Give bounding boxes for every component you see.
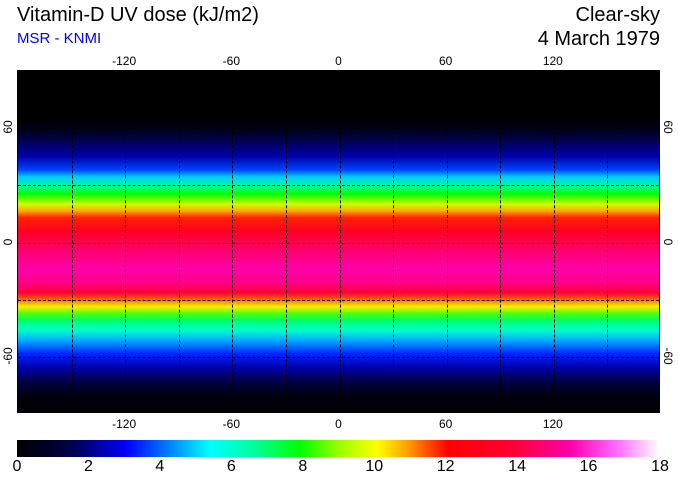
top-lon-tick: 60 — [438, 54, 453, 68]
frame-segment — [14, 241, 17, 299]
parallel-line — [18, 242, 659, 244]
map-title: Vitamin-D UV dose (kJ/m2) — [17, 4, 259, 26]
colorbar-tick-label: 8 — [298, 458, 308, 475]
frame-segment — [552, 67, 607, 70]
frame-segment — [14, 127, 17, 185]
frame-segment — [124, 67, 178, 70]
date-label: 4 March 1979 — [537, 28, 660, 50]
top-lon-tick: -60 — [222, 54, 240, 68]
meridian-line — [607, 71, 609, 412]
meridian-line — [339, 71, 341, 412]
meridian-line — [232, 71, 234, 412]
meridian-line — [446, 71, 448, 412]
colorbar-tick-label: 18 — [651, 458, 669, 475]
frame-segment — [231, 413, 285, 416]
meridian-line — [553, 71, 555, 412]
frame-segment — [660, 127, 663, 185]
frame-segment — [14, 355, 17, 413]
top-lon-tick: 120 — [542, 54, 563, 68]
meridian-line — [125, 71, 127, 412]
colorbar — [17, 440, 660, 457]
parallel-line — [18, 128, 659, 130]
source-label: MSR - KNMI — [17, 30, 102, 47]
frame-segment — [124, 413, 178, 416]
frame-segment — [338, 67, 393, 70]
frame-segment — [445, 67, 500, 70]
bottom-lon-tick: 0 — [335, 417, 342, 431]
top-lon-tick: 0 — [335, 54, 342, 68]
bottom-lon-tick: -60 — [222, 417, 240, 431]
right-lat-tick: 60 — [661, 120, 675, 134]
frame-segment — [17, 67, 71, 70]
condition-label: Clear-sky — [575, 4, 660, 26]
frame-segment — [660, 241, 663, 299]
meridian-line — [178, 71, 180, 412]
colorbar-tick-label: 4 — [155, 458, 165, 475]
top-lon-tick: -120 — [112, 54, 137, 68]
right-lat-tick: -60 — [661, 347, 675, 365]
frame-segment — [445, 413, 500, 416]
colorbar-tick-label: 14 — [508, 458, 527, 475]
left-lat-tick: 60 — [1, 120, 15, 134]
parallel-line — [18, 299, 659, 301]
colorbar-tick-label: 2 — [83, 458, 93, 475]
bottom-lon-tick: 60 — [438, 417, 453, 431]
bottom-lon-tick: 120 — [542, 417, 563, 431]
colorbar-tick-label: 0 — [12, 458, 22, 475]
frame-segment — [552, 413, 607, 416]
frame-segment — [231, 67, 285, 70]
meridian-line — [285, 71, 287, 412]
meridian-line — [71, 71, 73, 412]
left-lat-tick: 0 — [1, 238, 15, 245]
bottom-lon-tick: -120 — [112, 417, 137, 431]
meridian-line — [500, 71, 502, 412]
parallel-line — [18, 185, 659, 187]
left-lat-tick: -60 — [1, 347, 15, 365]
frame-segment — [17, 413, 71, 416]
right-lat-tick: 0 — [661, 238, 675, 245]
colorbar-tick-label: 6 — [226, 458, 236, 475]
colorbar-tick-label: 10 — [365, 458, 384, 475]
uv-dose-map — [17, 70, 660, 413]
frame-segment — [660, 355, 663, 413]
meridian-line — [393, 71, 395, 412]
colorbar-tick-label: 12 — [436, 458, 455, 475]
frame-segment — [338, 413, 393, 416]
colorbar-tick-label: 16 — [579, 458, 598, 475]
parallel-line — [18, 356, 659, 358]
